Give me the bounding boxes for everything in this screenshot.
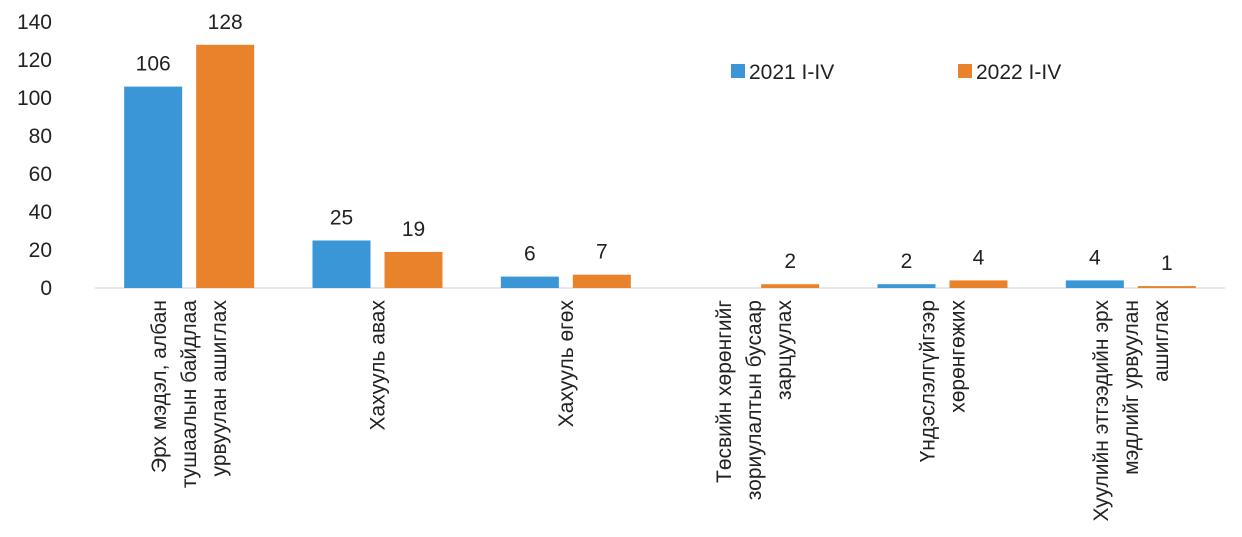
- bar: [949, 280, 1008, 288]
- value-label: 6: [524, 243, 536, 266]
- legend-swatch: [958, 64, 972, 78]
- value-label: 4: [973, 246, 985, 269]
- bar: [312, 240, 371, 288]
- y-tick-label: 100: [17, 87, 52, 110]
- value-label: 4: [1089, 246, 1101, 269]
- bar: [196, 44, 255, 288]
- x-tick-label: Хуулийн этгээдийн эрх мэдлийг урвуулан аши…: [1090, 300, 1173, 522]
- value-label: 2: [784, 250, 796, 273]
- value-label: 2: [901, 250, 913, 273]
- y-tick-label: 140: [17, 11, 52, 34]
- y-tick-label: 80: [29, 125, 52, 148]
- bar: [124, 86, 183, 288]
- bar: [384, 251, 443, 288]
- x-tick-label: Үндэслэлгүйгээр хөрөнгөжих: [917, 300, 970, 463]
- y-tick-label: 60: [29, 163, 52, 186]
- x-tick-label: Хахууль авах: [367, 300, 390, 431]
- y-tick-label: 0: [40, 277, 52, 300]
- bar: [1065, 280, 1124, 288]
- value-label: 25: [330, 207, 353, 230]
- value-label: 1: [1161, 252, 1173, 275]
- y-tick-label: 120: [17, 49, 52, 72]
- bar: [761, 284, 820, 288]
- legend-label: 2022 I-IV: [976, 61, 1061, 84]
- x-tick-label: Хахууль өгөх: [555, 300, 578, 428]
- bar: [1137, 286, 1196, 288]
- bar: [572, 274, 631, 288]
- y-tick-label: 20: [29, 239, 52, 262]
- x-tick-label: Төсвийн хөрөнгийг зориулалтын бусаар зарцу…: [713, 300, 796, 501]
- y-tick-label: 40: [29, 201, 52, 224]
- legend-swatch: [731, 64, 745, 78]
- legend-label: 2021 I-IV: [749, 61, 834, 84]
- x-tick-label: Эрх мэдэл, албан тушаалын байдлаа урвуулан…: [148, 300, 231, 489]
- bar: [877, 284, 936, 288]
- bar: [500, 276, 559, 288]
- value-label: 19: [402, 218, 425, 241]
- value-label: 106: [136, 53, 171, 76]
- value-label: 7: [596, 241, 608, 264]
- value-label: 128: [208, 11, 243, 34]
